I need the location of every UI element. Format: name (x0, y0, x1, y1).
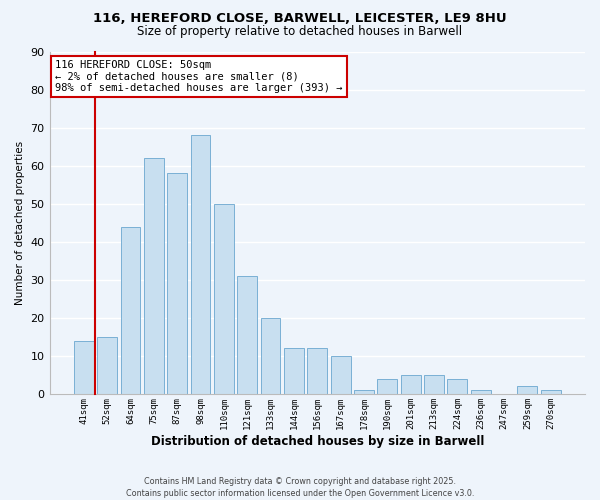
Text: 116, HEREFORD CLOSE, BARWELL, LEICESTER, LE9 8HU: 116, HEREFORD CLOSE, BARWELL, LEICESTER,… (93, 12, 507, 26)
Bar (121, 226, 140, 394)
Bar (471, 390, 491, 394)
Text: 116 HEREFORD CLOSE: 50sqm
← 2% of detached houses are smaller (8)
98% of semi-de: 116 HEREFORD CLOSE: 50sqm ← 2% of detach… (55, 60, 343, 94)
Bar (448, 378, 467, 394)
Bar (541, 390, 560, 394)
Bar (191, 135, 211, 394)
Bar (74, 340, 94, 394)
X-axis label: Distribution of detached houses by size in Barwell: Distribution of detached houses by size … (151, 434, 484, 448)
Bar (331, 356, 350, 394)
Bar (517, 386, 538, 394)
Bar (401, 375, 421, 394)
Bar (307, 348, 327, 394)
Bar (144, 158, 164, 394)
Bar (167, 173, 187, 394)
Bar (260, 318, 280, 394)
Bar (354, 390, 374, 394)
Bar (377, 378, 397, 394)
Bar (97, 337, 117, 394)
Y-axis label: Number of detached properties: Number of detached properties (15, 140, 25, 305)
Bar (424, 375, 444, 394)
Bar (214, 204, 234, 394)
Bar (238, 276, 257, 394)
Text: Contains HM Land Registry data © Crown copyright and database right 2025.
Contai: Contains HM Land Registry data © Crown c… (126, 476, 474, 498)
Text: Size of property relative to detached houses in Barwell: Size of property relative to detached ho… (137, 25, 463, 38)
Bar (284, 348, 304, 394)
